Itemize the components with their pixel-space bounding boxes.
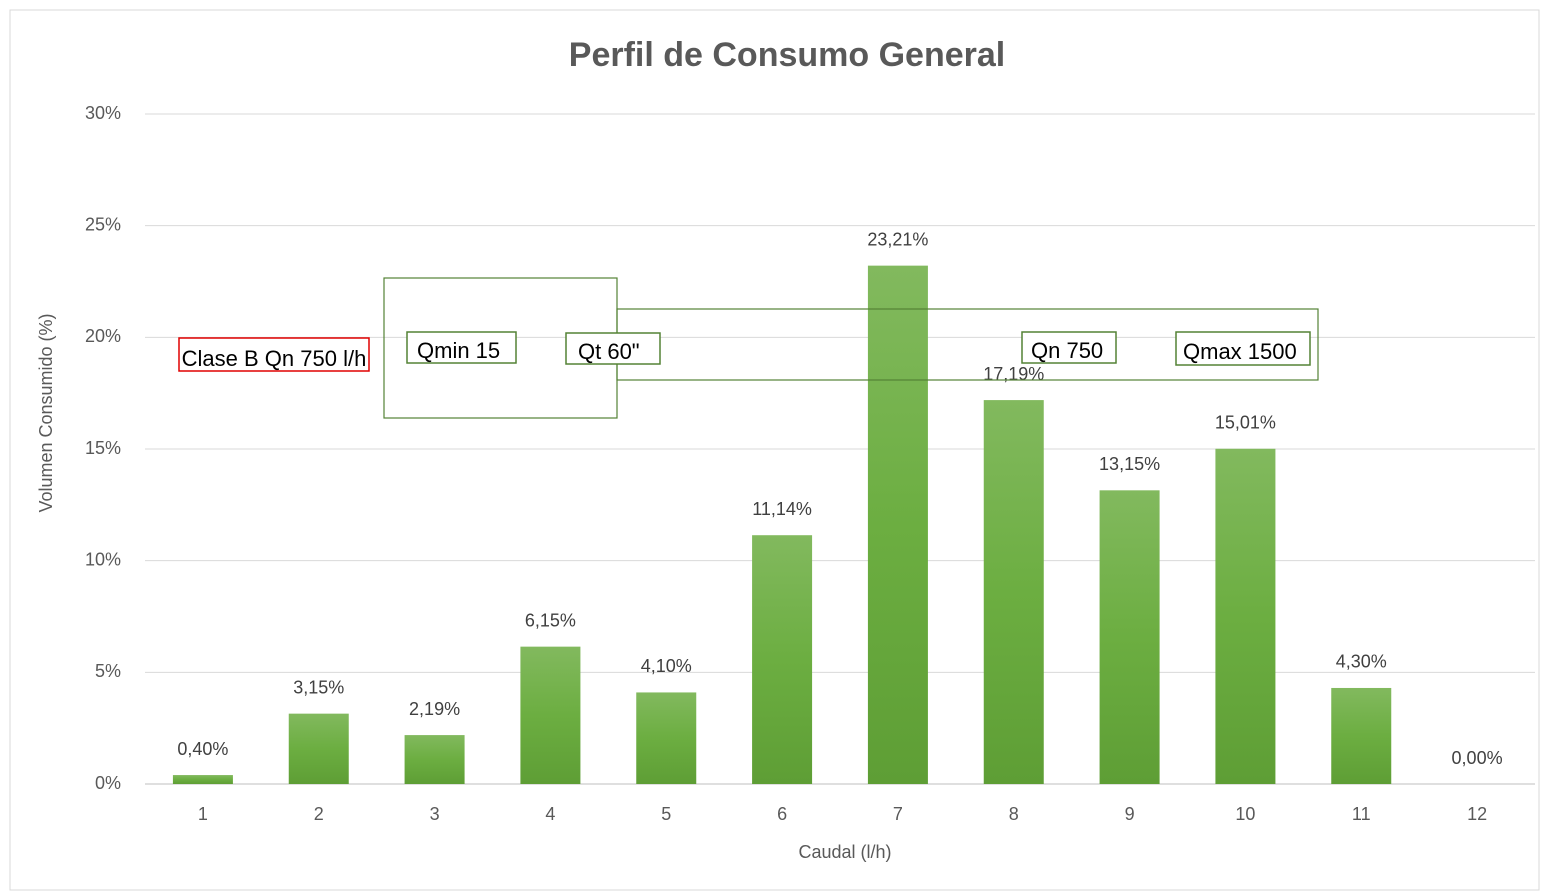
x-tick-label: 1: [198, 804, 208, 824]
data-label: 11,14%: [752, 499, 812, 519]
annotation-box: [1175, 331, 1311, 366]
data-label: 0,00%: [1452, 748, 1503, 768]
bar: [288, 713, 349, 784]
data-label: 13,15%: [1099, 454, 1160, 474]
annotation-box: [1021, 331, 1117, 364]
bar: [1099, 490, 1160, 784]
y-tick-label: 0%: [95, 773, 121, 793]
bar: [1331, 687, 1392, 784]
annotation: Qmin 15: [417, 338, 501, 363]
x-tick-label: 11: [1352, 804, 1371, 824]
annotation: Qmax 1500: [1183, 339, 1297, 364]
annotation-box: [406, 331, 517, 364]
bars: 1 0,40% 2 3,15% 3 2,19% 4 6,15% 5 4,10% 6 11,14% 7 23…: [172, 229, 1503, 824]
bar: [404, 735, 465, 784]
data-label: 4,30%: [1336, 652, 1387, 672]
annotation-box: [565, 332, 661, 365]
x-tick-label: 2: [314, 804, 324, 824]
x-tick-label: 4: [545, 804, 555, 824]
annotation-box: [178, 337, 370, 372]
x-tick-label: 12: [1467, 804, 1487, 824]
annotation: Qn 750: [1031, 338, 1104, 363]
bar: [172, 775, 233, 784]
data-label: 6,15%: [525, 610, 576, 630]
annotations: [178, 277, 1319, 419]
bar: [636, 692, 697, 784]
x-tick-label: 5: [661, 804, 671, 824]
data-label: 17,19%: [983, 364, 1044, 384]
data-label: 2,19%: [409, 699, 460, 719]
x-tick-label: 9: [1125, 804, 1135, 824]
y-tick-label: 5%: [95, 661, 121, 681]
x-tick-label: 3: [430, 804, 440, 824]
data-label: 15,01%: [1215, 413, 1276, 433]
y-tick-label: 20%: [85, 326, 121, 346]
data-label: 0,40%: [177, 739, 228, 759]
x-tick-label: 7: [893, 804, 903, 824]
bar: [752, 535, 813, 784]
x-axis-label: Caudal (l/h): [798, 842, 891, 862]
y-tick-label: 25%: [85, 214, 121, 234]
y-tick-label: 10%: [85, 549, 121, 569]
bar: [867, 265, 928, 785]
x-tick-label: 10: [1235, 804, 1255, 824]
data-label: 4,10%: [641, 656, 692, 676]
data-label: 23,21%: [867, 229, 928, 249]
x-tick-label: 8: [1009, 804, 1019, 824]
y-tick-label: 15%: [85, 438, 121, 458]
x-tick-label: 6: [777, 804, 787, 824]
y-tick-label: 30%: [85, 103, 121, 123]
y-axis-label: Volumen Consumido (%): [36, 313, 56, 512]
bar: [520, 646, 581, 784]
chart-title: Perfil de Consumo General: [569, 36, 1005, 74]
annotation: Clase B Qn 750 l/h: [181, 346, 367, 371]
bar: [1215, 448, 1276, 784]
annotation: Qt 60": [578, 339, 640, 364]
bar: [983, 400, 1044, 784]
data-label: 3,15%: [293, 677, 344, 697]
